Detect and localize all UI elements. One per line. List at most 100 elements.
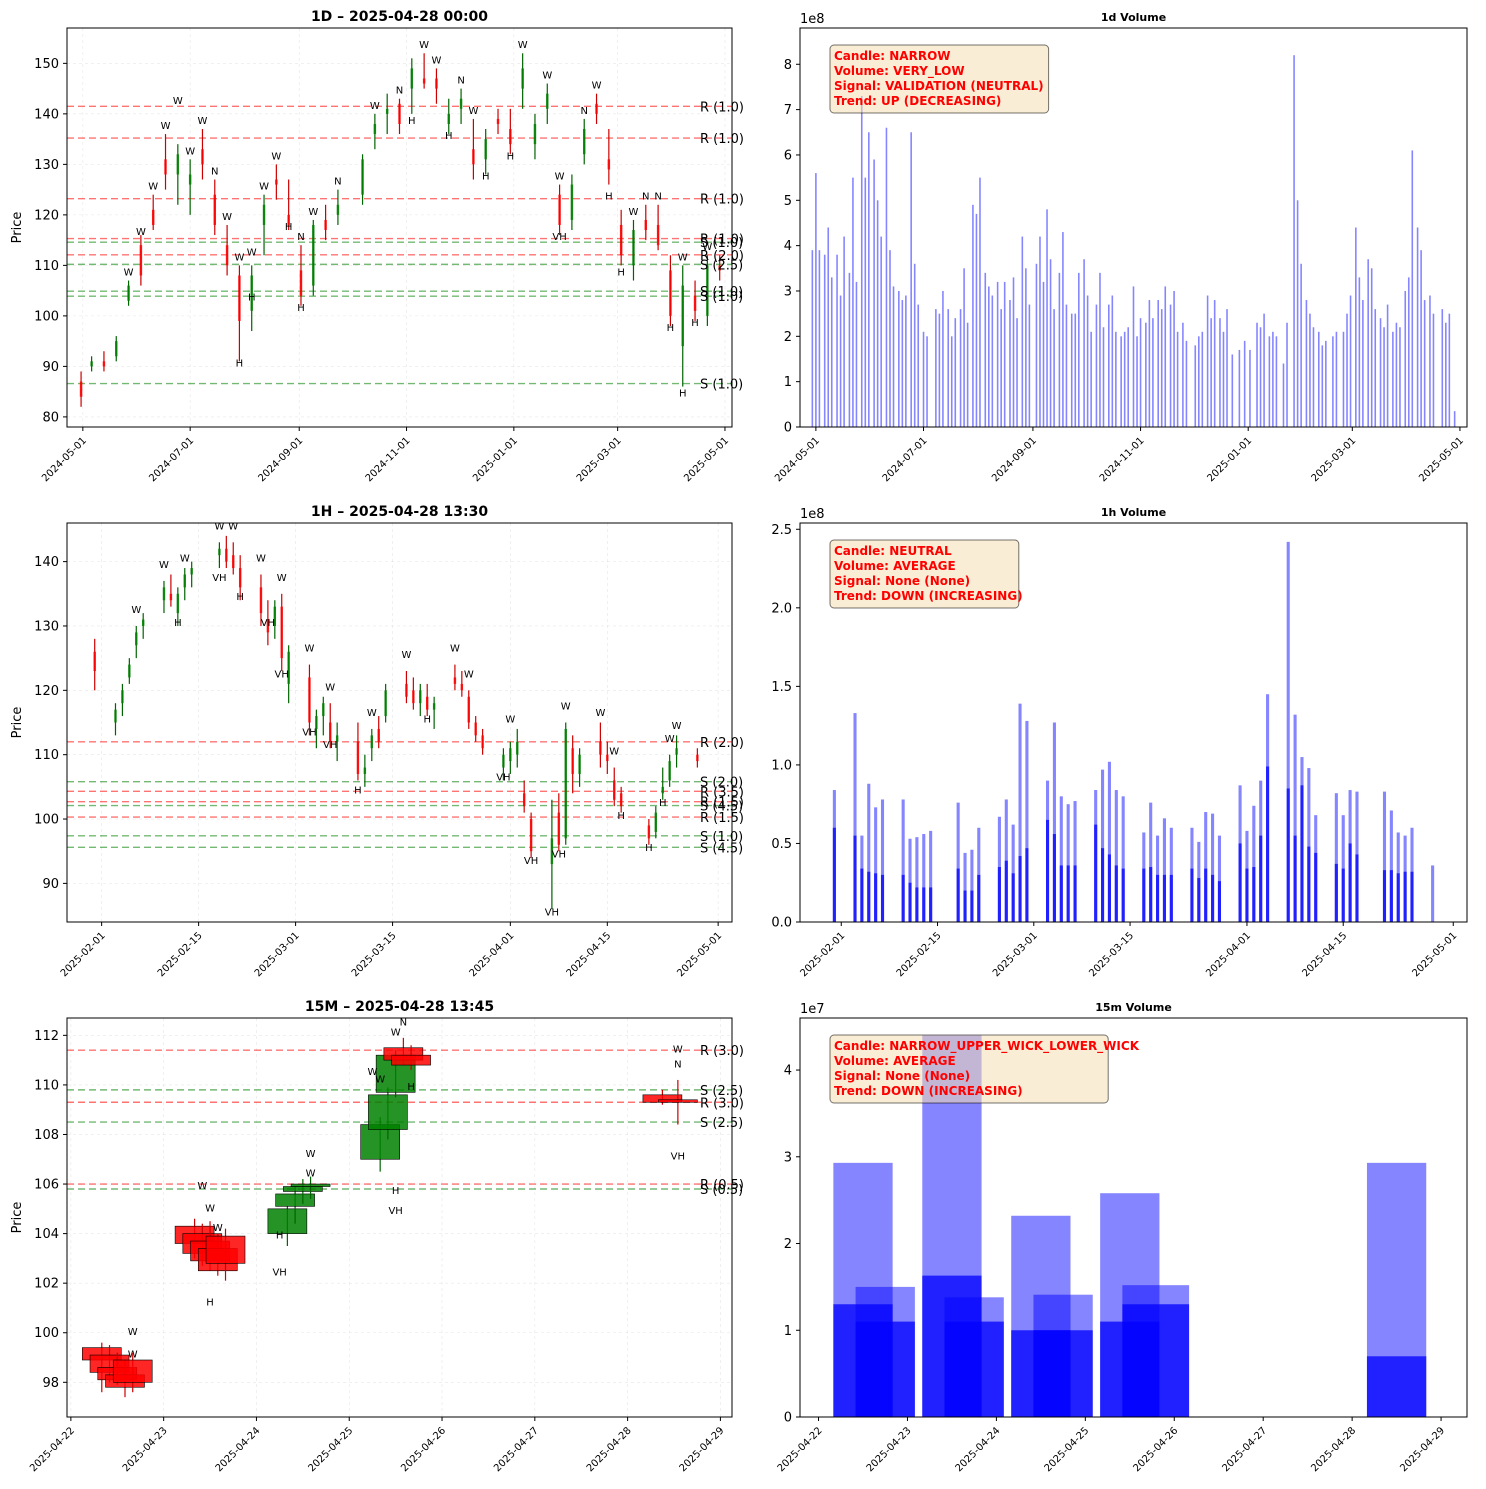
candle: [681, 265, 684, 387]
volume-bar-inner: [1066, 865, 1070, 922]
pattern-marker: H: [285, 222, 293, 233]
candle: [658, 1079, 698, 1125]
x-tick-label: 2025-04-29: [678, 1425, 727, 1474]
candle: [564, 722, 567, 845]
pattern-marker: W: [173, 96, 183, 107]
volume-bar: [1173, 290, 1175, 427]
candle: [259, 574, 263, 626]
candle: [647, 819, 651, 845]
candle-body: [176, 154, 180, 175]
volume-bar: [950, 336, 953, 427]
pattern-marker: N: [674, 1060, 681, 1071]
candle-body: [425, 696, 429, 710]
volume-bar: [1078, 272, 1080, 427]
candle: [370, 728, 374, 762]
candle-body: [213, 194, 217, 225]
pattern-marker: N: [334, 177, 341, 188]
volume-bar: [1176, 331, 1179, 427]
annotation-line: Volume: VERY_LOW: [834, 64, 965, 79]
candle: [529, 812, 533, 858]
x-tick-label: 2025-05-01: [1417, 435, 1466, 484]
panel-title: 1H – 2025-04-28 13:30: [311, 504, 488, 520]
volume-bar: [1149, 802, 1153, 922]
candle-body: [613, 780, 616, 800]
volume-bar: [1211, 813, 1215, 922]
candle-body: [79, 381, 83, 397]
volume-bar-inner: [1307, 846, 1311, 922]
candle-body: [619, 224, 623, 256]
candle: [280, 593, 283, 672]
x-tick-label: 2025-04-22: [776, 1425, 825, 1474]
volume_15m-panel: 1e7 Candle: NARROW_UPPER_WICK_LOWER_WICKV…: [776, 1001, 1468, 1474]
y-tick-label: 2.0: [771, 601, 792, 616]
volume-bar: [839, 295, 842, 427]
candle-body: [368, 1094, 408, 1130]
volume-bar: [1210, 318, 1212, 427]
volume-bar: [1021, 236, 1024, 427]
y-tick-label: 0.5: [771, 837, 792, 852]
volume-bar-inner: [977, 874, 981, 922]
plot-area: [833, 1035, 1427, 1417]
candle: [459, 88, 463, 124]
candle: [599, 722, 602, 768]
volume-bar-inner: [1204, 868, 1208, 922]
level-label: R (1.0): [700, 100, 744, 115]
volume-bar: [1101, 769, 1105, 922]
volume-bar: [1362, 300, 1364, 427]
volume-bar-inner: [1169, 874, 1173, 922]
candle-body: [363, 767, 367, 774]
candle-body: [162, 587, 166, 601]
candle: [377, 716, 380, 749]
candle-body: [135, 632, 138, 646]
candle-body: [315, 716, 318, 729]
volume-bar: [1059, 796, 1063, 922]
candle: [250, 265, 253, 332]
candle-body: [218, 548, 221, 556]
level-label: S (1.0): [700, 378, 743, 393]
candle: [262, 194, 266, 256]
candle-body: [533, 123, 537, 145]
axes-frame: [66, 27, 733, 428]
pattern-marker: VH: [323, 740, 337, 751]
volume-bar: [1204, 812, 1208, 922]
x-tick-label: 2025-04-27: [492, 1425, 541, 1474]
y-tick-label: 110: [34, 259, 59, 274]
volume-bar: [1083, 259, 1085, 427]
candle: [183, 568, 186, 601]
x-tick-label: 2025-05-01: [682, 435, 731, 484]
candle-body: [266, 619, 270, 633]
pattern-marker: VH: [388, 1206, 402, 1217]
candle-body: [578, 754, 581, 774]
volume-bar: [979, 177, 981, 427]
pattern-marker: W: [673, 1045, 683, 1056]
pattern-marker: W: [325, 682, 335, 693]
volume-bar: [1120, 336, 1122, 427]
volume-bar: [874, 807, 878, 922]
pattern-marker: VH: [496, 772, 510, 783]
x-tick-label: 2025-04-24: [954, 1425, 1003, 1474]
pattern-marker: VH: [552, 850, 566, 861]
volume-bar-inner: [832, 827, 836, 922]
candle-body: [90, 361, 93, 367]
candle: [114, 703, 117, 736]
pattern-marker: W: [678, 252, 688, 263]
candle: [481, 728, 484, 755]
candle: [557, 793, 561, 852]
candle: [225, 535, 228, 569]
volume-bar: [1249, 349, 1251, 427]
volume-bar-inner: [1190, 868, 1194, 922]
volume-bar: [1256, 322, 1258, 427]
candle: [453, 664, 457, 691]
y-tick-label: 130: [34, 158, 59, 173]
volume-bar: [1407, 277, 1410, 427]
pattern-marker: W: [629, 207, 639, 218]
level-label: S (0.5): [700, 1183, 743, 1198]
volume-bar: [1383, 327, 1385, 427]
candle: [90, 356, 93, 372]
candle: [391, 1045, 431, 1071]
candle: [361, 154, 364, 205]
candle-body: [467, 696, 470, 723]
pattern-marker: W: [542, 71, 552, 82]
annotation-line: Trend: DOWN (INCREASING): [834, 1084, 1023, 1098]
candle: [363, 754, 367, 787]
